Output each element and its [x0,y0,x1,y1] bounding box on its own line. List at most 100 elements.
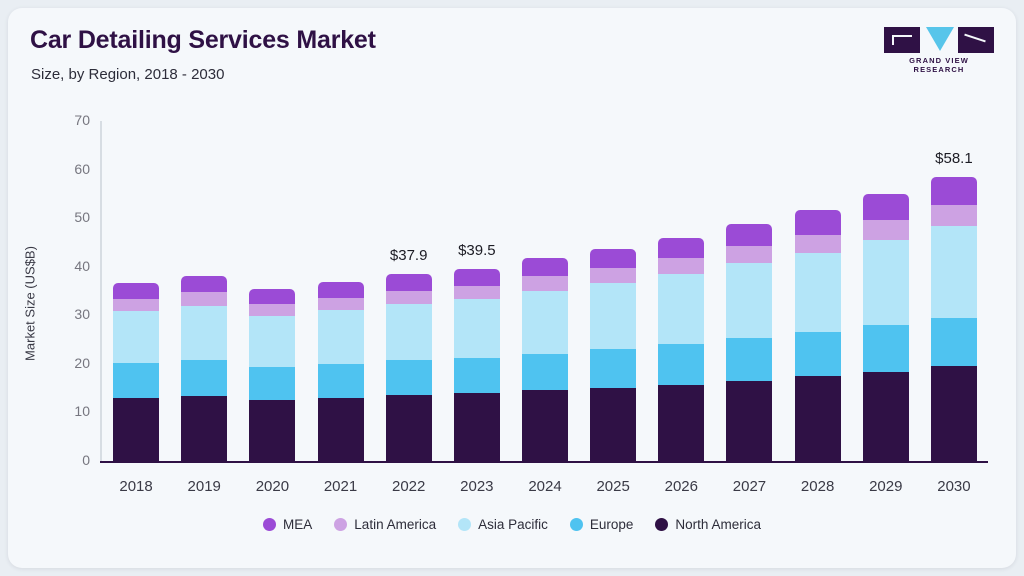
bar-group[interactable] [113,283,160,461]
bar-segment-mea[interactable] [385,274,432,291]
legend-label: Asia Pacific [478,517,548,532]
bar-segment-latin-america[interactable] [726,245,773,264]
bar-segment-europe[interactable] [453,357,500,393]
x-axis-line [100,461,988,463]
logo-g-notch-vertical [892,35,894,45]
bar-segment-asia-pacific[interactable] [181,304,228,361]
bar-segment-europe[interactable] [249,365,296,401]
bar-segment-europe[interactable] [385,358,432,396]
legend-item-europe[interactable]: Europe [569,517,634,532]
bar-segment-north-america[interactable] [385,394,432,461]
bar-segment-mea[interactable] [181,275,228,293]
bar-segment-latin-america[interactable] [522,275,568,291]
bar-segment-asia-pacific[interactable] [726,262,773,338]
bar-group[interactable] [249,289,296,461]
bar-segment-mea[interactable] [930,176,977,206]
bar-segment-asia-pacific[interactable] [317,309,364,364]
x-tick-label: 2026 [664,478,698,495]
bar-group[interactable] [862,193,909,461]
bar-segment-latin-america[interactable] [930,204,977,226]
bar-segment-latin-america[interactable] [317,297,364,311]
legend-item-mea[interactable]: MEA [263,517,312,532]
bar-segment-mea[interactable] [317,282,364,299]
bar-segment-asia-pacific[interactable] [453,298,500,359]
bar-group[interactable] [930,176,977,461]
legend-swatch-icon [263,518,277,531]
bar-group[interactable] [181,275,228,461]
bar-segment-asia-pacific[interactable] [862,238,909,325]
bar-segment-mea[interactable] [453,268,500,287]
bar-segment-north-america[interactable] [249,399,296,461]
bar-segment-mea[interactable] [726,223,773,247]
bar-segment-asia-pacific[interactable] [113,310,160,364]
bar-segment-europe[interactable] [794,331,841,377]
bar-segment-north-america[interactable] [453,391,500,461]
bar-segment-latin-america[interactable] [249,303,296,316]
bar-segment-latin-america[interactable] [794,233,841,254]
bar-segment-mea[interactable] [658,237,705,259]
bar-group[interactable] [658,237,705,461]
bar-segment-latin-america[interactable] [862,219,909,240]
bar-segment-europe[interactable] [113,362,160,398]
bar-segment-north-america[interactable] [726,379,773,461]
legend-item-north-america[interactable]: North America [655,517,761,532]
bar-segment-north-america[interactable] [113,396,160,461]
bar-segment-latin-america[interactable] [181,291,228,306]
legend-label: Europe [589,517,634,532]
chart-card: Car Detailing Services Market Size, by R… [8,8,1016,568]
bar-segment-latin-america[interactable] [453,285,500,300]
bar-segment-north-america[interactable] [930,364,977,461]
bar-segment-north-america[interactable] [794,375,841,461]
bar-chart-plot: Market Size (US$B) 0 10 20 30 40 50 60 70 $37.9… [8,8,1016,568]
x-tick-label: 2025 [596,478,630,495]
y-tick-label: 50 [74,209,90,226]
logo-wordmark: GRAND VIEW RESEARCH [909,56,969,74]
bar-segment-asia-pacific[interactable] [930,224,977,318]
bar-segment-latin-america[interactable] [385,290,432,304]
legend-item-asia-pacific[interactable]: Asia Pacific [458,517,548,532]
bar-group[interactable] [590,248,637,461]
bar-value-label: $37.9 [389,247,428,265]
bar-group[interactable] [317,282,364,461]
bar-segment-europe[interactable] [726,336,773,381]
bar-segment-north-america[interactable] [522,389,568,461]
bar-stack [930,176,977,461]
bar-segment-europe[interactable] [590,348,637,388]
bar-segment-europe[interactable] [522,352,568,391]
bar-segment-north-america[interactable] [590,386,637,461]
grand-view-research-logo: GRAND VIEW RESEARCH [884,25,994,74]
bar-segment-mea[interactable] [794,210,841,235]
bar-group[interactable] [522,257,568,461]
logo-r-block [958,27,994,53]
bar-group[interactable] [385,274,432,461]
bar-group[interactable] [794,210,841,461]
bar-segment-europe[interactable] [181,359,228,396]
bar-segment-asia-pacific[interactable] [522,289,568,354]
bar-segment-asia-pacific[interactable] [249,314,296,367]
bar-segment-mea[interactable] [113,283,160,299]
bar-segment-europe[interactable] [930,316,977,366]
bar-stack [862,193,909,461]
bar-segment-asia-pacific[interactable] [794,252,841,333]
bar-segment-mea[interactable] [862,193,909,221]
bar-segment-asia-pacific[interactable] [385,302,432,360]
bar-segment-europe[interactable] [317,362,364,398]
bar-segment-asia-pacific[interactable] [590,282,637,350]
bar-segment-north-america[interactable] [181,394,228,461]
legend-item-latin-america[interactable]: Latin America [334,517,436,532]
bar-segment-latin-america[interactable] [590,267,637,284]
bar-segment-north-america[interactable] [317,396,364,461]
bar-segment-europe[interactable] [658,342,705,385]
bar-segment-north-america[interactable] [862,370,909,461]
bar-group[interactable] [453,268,500,461]
bar-segment-latin-america[interactable] [658,257,705,275]
x-tick-label: 2027 [732,478,767,495]
bar-segment-latin-america[interactable] [113,297,160,312]
bar-group[interactable] [726,223,773,461]
bar-segment-mea[interactable] [249,289,296,305]
bar-segment-north-america[interactable] [658,383,705,461]
bar-segment-mea[interactable] [522,257,568,277]
bar-segment-mea[interactable] [590,248,637,269]
bar-segment-asia-pacific[interactable] [658,273,705,344]
bar-segment-europe[interactable] [862,324,909,372]
